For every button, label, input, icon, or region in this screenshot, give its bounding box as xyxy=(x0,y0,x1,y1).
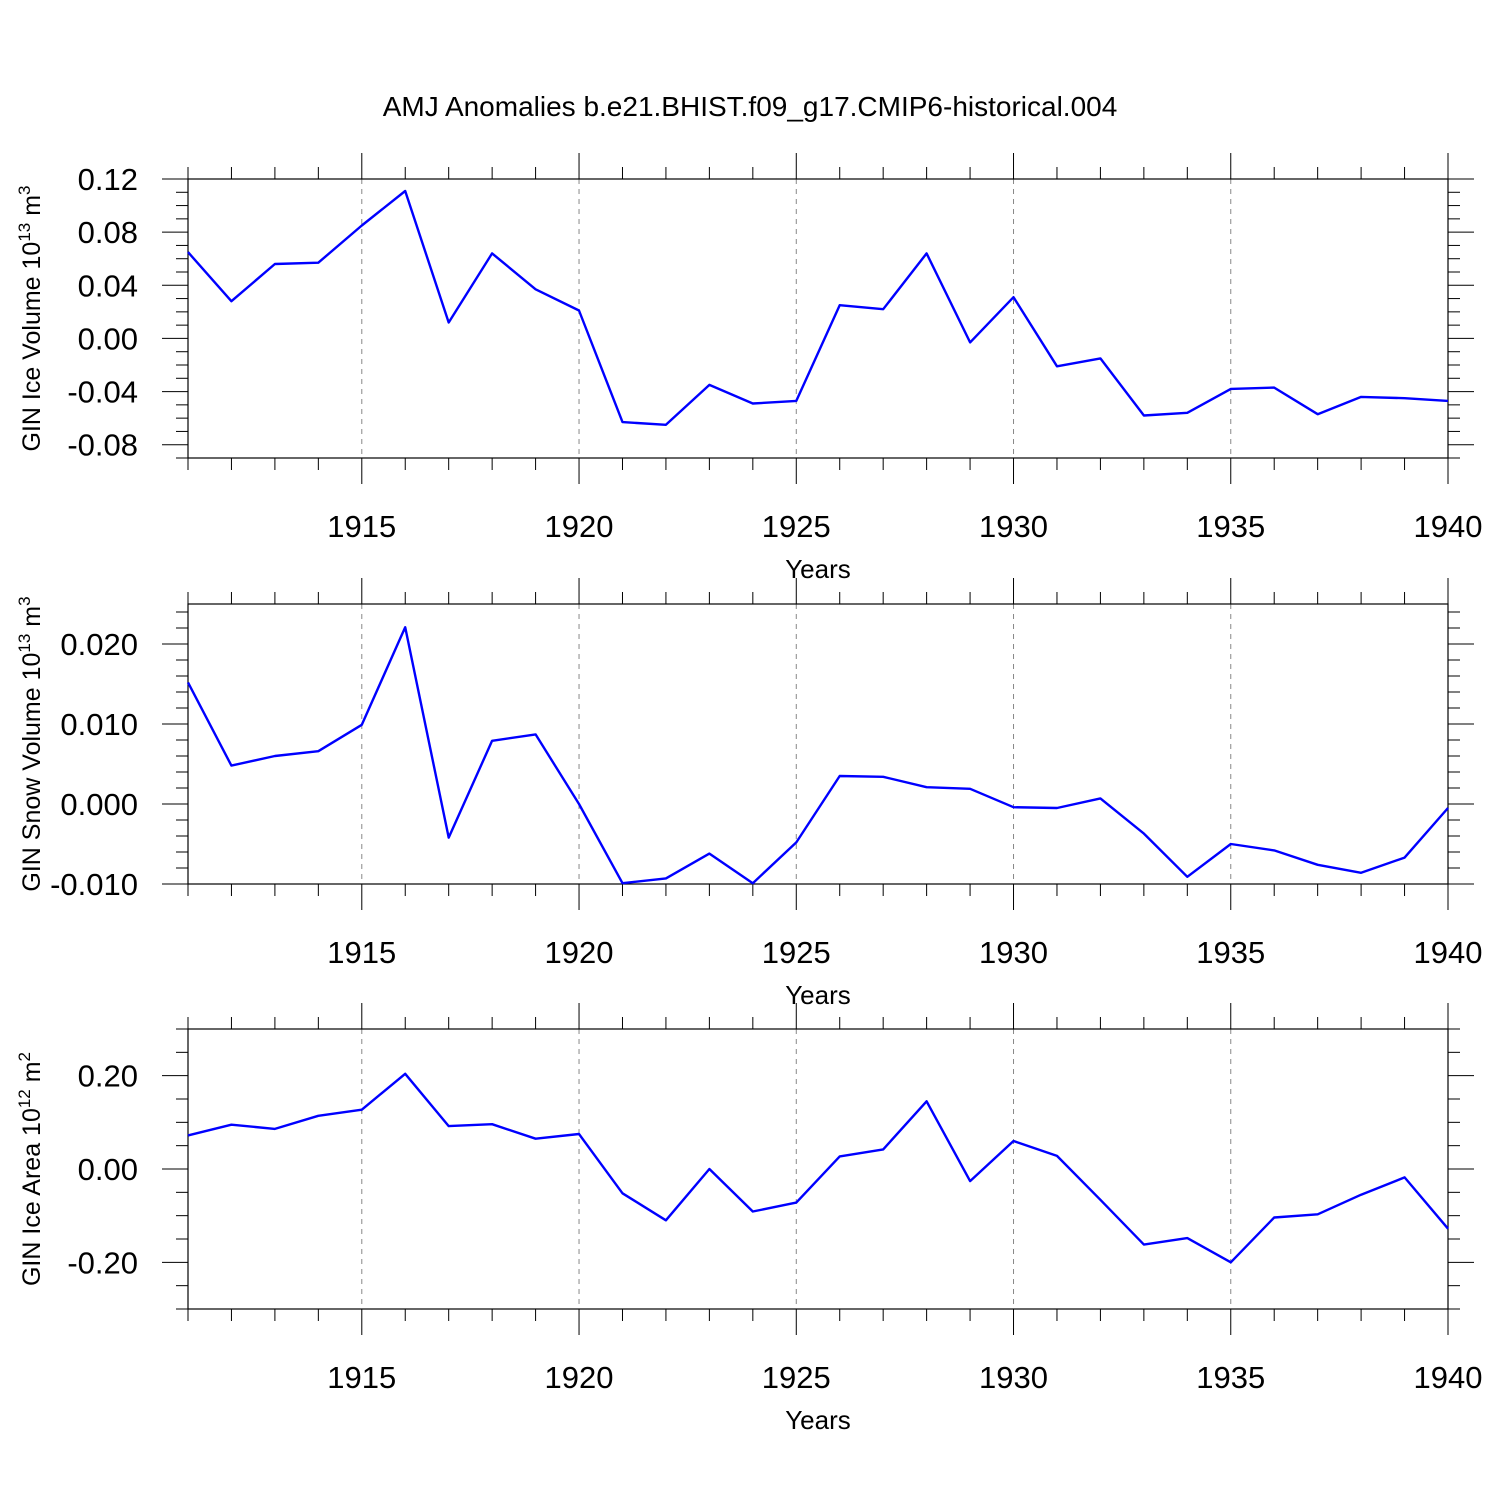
series-line xyxy=(187,189,1449,426)
y-tick-label: 0.08 xyxy=(78,215,138,250)
x-tick-label: 1925 xyxy=(762,509,831,544)
y-tick-label: 0.010 xyxy=(60,707,138,742)
x-tick-label: 1940 xyxy=(1414,1360,1483,1395)
x-tick-label: 1935 xyxy=(1196,1360,1265,1395)
series-line xyxy=(186,626,1449,885)
x-axis-label: Years xyxy=(785,1405,851,1435)
y-tick-label: -0.20 xyxy=(67,1245,138,1280)
y-tick-label: 0.12 xyxy=(78,162,138,197)
y-tick-label: -0.08 xyxy=(67,428,138,463)
x-tick-label: 1930 xyxy=(979,935,1048,970)
y-tick-label: 0.00 xyxy=(78,321,138,356)
x-axis-label: Years xyxy=(785,554,851,584)
x-axis-label: Years xyxy=(785,980,851,1010)
x-tick-label: 1940 xyxy=(1414,935,1483,970)
series-line xyxy=(187,1072,1449,1264)
x-tick-label: 1915 xyxy=(327,935,396,970)
y-tick-label: 0.000 xyxy=(60,787,138,822)
x-tick-label: 1915 xyxy=(327,509,396,544)
chart-panel-2: -0.010 0.000 0.010 0.020 1915 1920 1925 1930 193… xyxy=(15,578,1482,1010)
plot-frame xyxy=(187,603,1449,885)
x-tick-label: 1915 xyxy=(327,1360,396,1395)
chart-title: AMJ Anomalies b.e21.BHIST.f09_g17.CMIP6-… xyxy=(383,91,1118,122)
plot-frame xyxy=(187,1028,1449,1310)
y-tick-label: 0.00 xyxy=(78,1152,138,1187)
y-tick-label: 0.04 xyxy=(78,268,138,303)
chart-panel-3: -0.20 0.00 0.20 1915 1920 1925 1930 1935 1940 Yea… xyxy=(15,1003,1482,1435)
y-tick-label: -0.010 xyxy=(50,867,138,902)
y-axis-label: GIN Ice Area 1012 m2 xyxy=(15,1052,46,1286)
x-tick-label: 1930 xyxy=(979,509,1048,544)
x-tick-label: 1930 xyxy=(979,1360,1048,1395)
y-axis-label: GIN Snow Volume 1013 m3 xyxy=(15,596,46,891)
y-tick-label: 0.020 xyxy=(60,627,138,662)
y-axis-label: GIN Ice Volume 1013 m3 xyxy=(15,186,46,452)
y-tick-label: 0.20 xyxy=(78,1059,138,1094)
x-tick-label: 1920 xyxy=(545,509,614,544)
x-tick-label: 1920 xyxy=(545,1360,614,1395)
y-tick-label: -0.04 xyxy=(67,375,138,410)
chart-panel-1: -0.08 -0.04 0.00 0.04 0.08 0.12 1915 1920 1925 19… xyxy=(15,153,1482,584)
x-tick-label: 1925 xyxy=(762,1360,831,1395)
x-tick-label: 1920 xyxy=(545,935,614,970)
x-tick-label: 1935 xyxy=(1196,509,1265,544)
x-tick-label: 1940 xyxy=(1414,509,1483,544)
x-tick-label: 1925 xyxy=(762,935,831,970)
plot-frame xyxy=(187,178,1449,459)
x-tick-label: 1935 xyxy=(1196,935,1265,970)
